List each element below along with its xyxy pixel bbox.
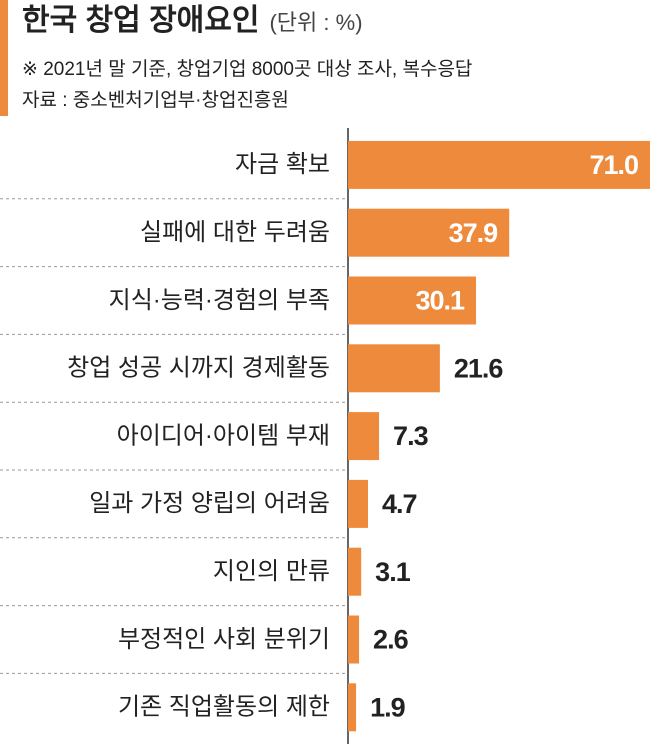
- bar: [348, 140, 650, 189]
- category-label: 자금 확보: [235, 151, 330, 178]
- category-label: 지식·능력·경험의 부족: [109, 287, 330, 314]
- bar: [348, 479, 368, 528]
- value-label: 37.9: [449, 218, 499, 248]
- category-label: 부정적인 사회 분위기: [118, 626, 330, 653]
- value-label: 21.6: [454, 353, 504, 383]
- value-label: 4.7: [382, 489, 417, 519]
- value-label: 71.0: [589, 150, 638, 180]
- category-label: 기존 직업활동의 제한: [118, 694, 330, 721]
- value-label: 3.1: [375, 557, 411, 587]
- chart-title: 한국 창업 장애요인: [22, 4, 259, 37]
- category-label: 창업 성공 시까지 경제활동: [67, 355, 330, 382]
- source: 자료 : 중소벤처기업부·창업진흥원: [22, 89, 289, 111]
- bar: [348, 412, 380, 461]
- bar: [348, 276, 477, 325]
- unit-label: (단위 : %): [269, 10, 362, 35]
- bar: [348, 344, 440, 393]
- bar: [348, 683, 357, 732]
- bar: [348, 615, 360, 664]
- value-label: 2.6: [373, 625, 409, 655]
- category-label: 아이디어·아이템 부재: [117, 422, 330, 449]
- category-label: 실패에 대한 두려움: [140, 219, 330, 246]
- category-label: 일과 가정 양립의 어려움: [89, 490, 330, 517]
- category-label: 지인의 만류: [213, 558, 330, 585]
- subtitle: ※ 2021년 말 기준, 창업기업 8000곳 대상 조사, 복수응답: [22, 58, 472, 80]
- bar: [348, 547, 362, 596]
- value-label: 1.9: [370, 692, 406, 722]
- accent-bar: [0, 0, 8, 116]
- bar: [348, 208, 510, 257]
- value-label: 7.3: [393, 421, 429, 451]
- value-label: 30.1: [415, 286, 465, 316]
